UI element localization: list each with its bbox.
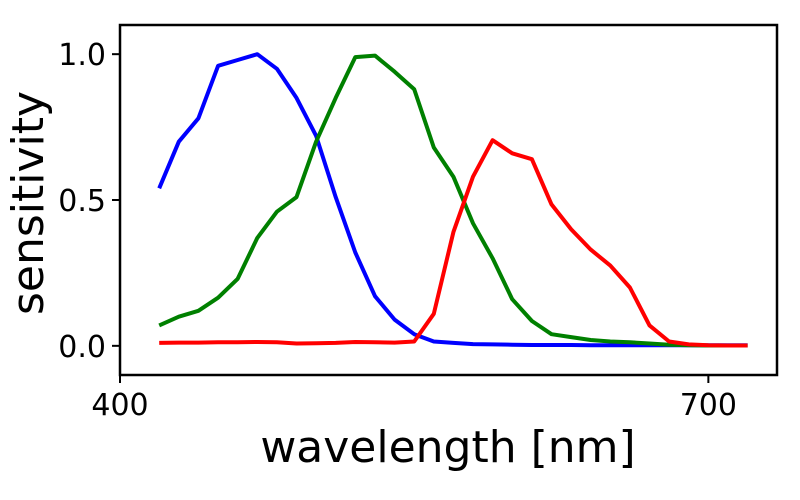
- series-line-2: [159, 138, 748, 348]
- y-axis: 0.0 0.5 1.0: [58, 38, 120, 365]
- y-tick-label: 1.0: [58, 38, 106, 73]
- x-axis-label: wavelength [nm]: [260, 422, 635, 473]
- plot-frame: [118, 23, 779, 377]
- x-axis: 400 700: [91, 375, 737, 423]
- x-tick-label: 400: [91, 388, 148, 423]
- x-tick-label: 700: [680, 388, 737, 423]
- y-axis-label: sensitivity: [3, 91, 54, 315]
- series-line-0: [157, 52, 748, 348]
- y-tick-label: 0.5: [58, 184, 106, 219]
- y-tick-label: 0.0: [58, 330, 106, 365]
- series-layer: [157, 52, 748, 348]
- series-line-1: [158, 53, 748, 348]
